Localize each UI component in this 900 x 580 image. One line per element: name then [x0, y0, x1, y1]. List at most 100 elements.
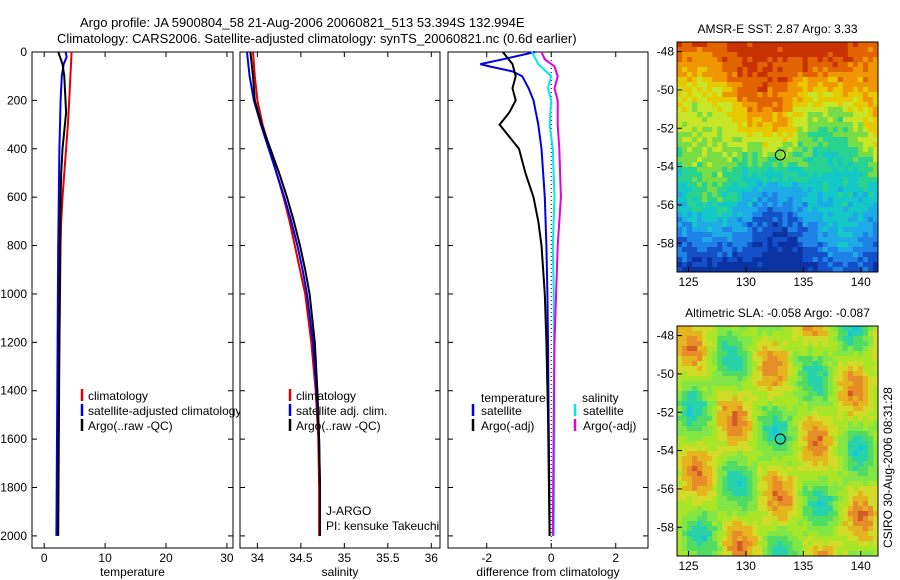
map-cell — [762, 177, 768, 183]
map-cell — [757, 426, 763, 432]
map-cell — [697, 371, 703, 377]
map-cell — [857, 421, 864, 427]
map-cell — [767, 376, 773, 382]
map-cell — [687, 406, 693, 412]
map-cell — [677, 192, 683, 198]
map-cell — [842, 436, 849, 442]
map-cell — [812, 212, 819, 218]
map-cell — [757, 202, 763, 208]
map-cell — [857, 82, 864, 88]
map-cell — [842, 461, 849, 467]
map-cell — [807, 147, 814, 153]
map-cell — [832, 421, 839, 427]
map-cell — [722, 481, 728, 487]
map-cell — [792, 152, 799, 158]
map-cell — [817, 137, 824, 143]
map-cell — [857, 257, 864, 263]
map-cell — [867, 82, 874, 88]
map-cell — [747, 461, 753, 467]
map-cell — [807, 491, 814, 497]
map-cell — [807, 217, 814, 223]
map-cell — [707, 102, 713, 108]
map-cell — [737, 326, 743, 332]
map-cell — [752, 47, 758, 53]
map-cell — [867, 147, 874, 153]
map-cell — [792, 456, 799, 462]
map-cell — [762, 431, 768, 437]
map-cell — [822, 386, 829, 392]
map-cell — [687, 326, 693, 332]
map-cell — [752, 326, 758, 332]
map-cell — [757, 331, 763, 337]
map-cell — [737, 87, 743, 93]
map-cell — [732, 546, 738, 552]
map-cell — [872, 426, 879, 432]
map-cell — [707, 62, 713, 68]
map-cell — [852, 132, 859, 138]
map-cell — [727, 346, 733, 352]
map-cell — [782, 356, 788, 362]
map-cell — [837, 132, 844, 138]
map-cell — [772, 421, 778, 427]
map-cell — [732, 376, 738, 382]
map-cell — [797, 152, 804, 158]
map-cell — [822, 406, 829, 412]
map-cell — [857, 516, 864, 522]
map-cell — [867, 326, 874, 332]
map-cell — [852, 446, 859, 452]
map-cell — [702, 267, 708, 273]
map-cell — [792, 107, 799, 113]
map-cell — [772, 336, 778, 342]
map-cell — [732, 501, 738, 507]
map-cell — [717, 391, 723, 397]
map-cell — [707, 401, 713, 407]
map-cell — [787, 336, 793, 342]
map-cell — [857, 262, 864, 268]
map-cell — [862, 351, 869, 357]
map-cell — [697, 331, 703, 337]
map-cell — [707, 391, 713, 397]
map-cell — [732, 391, 738, 397]
map-cell — [702, 67, 708, 73]
map-cell — [837, 416, 844, 422]
map-cell — [837, 466, 844, 472]
map-cell — [682, 476, 688, 482]
map-cell — [872, 416, 879, 422]
map-cell — [697, 436, 703, 442]
map-cell — [737, 247, 743, 253]
map-cell — [737, 222, 743, 228]
map-cell — [842, 356, 849, 362]
map-cell — [677, 107, 683, 113]
map-cell — [792, 62, 799, 68]
map-cell — [782, 336, 788, 342]
map-cell — [707, 187, 713, 193]
map-cell — [807, 506, 814, 512]
map-cell — [727, 172, 733, 178]
map-cell — [757, 182, 763, 188]
map-cell — [797, 371, 804, 377]
map-cell — [677, 207, 683, 213]
map-cell — [717, 262, 723, 268]
map-cell — [677, 416, 683, 422]
map-cell — [742, 331, 748, 337]
map-cell — [677, 147, 683, 153]
map-cell — [777, 511, 783, 517]
map-cell — [802, 336, 809, 342]
map-cell — [837, 421, 844, 427]
map-cell — [847, 491, 854, 497]
map-cell — [712, 247, 718, 253]
map-cell — [862, 147, 869, 153]
map-cell — [792, 92, 799, 98]
map-cell — [692, 426, 698, 432]
map-cell — [747, 546, 753, 552]
map-cell — [737, 82, 743, 88]
map-cell — [757, 406, 763, 412]
map-cell — [682, 87, 688, 93]
map-cell — [827, 222, 834, 228]
map-cell — [827, 346, 834, 352]
map-cell — [792, 87, 799, 93]
map-cell — [722, 426, 728, 432]
map-cell — [827, 476, 834, 482]
map-cell — [742, 42, 748, 48]
